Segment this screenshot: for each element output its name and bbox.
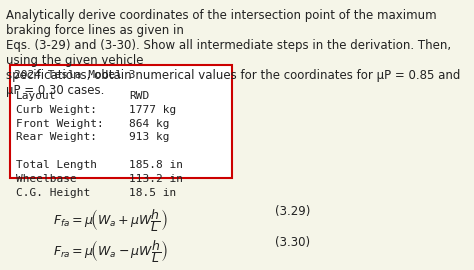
Text: Front Weight:: Front Weight: (16, 119, 104, 129)
Text: RWD: RWD (129, 91, 150, 101)
Text: 913 kg: 913 kg (129, 132, 170, 142)
Text: 1777 kg: 1777 kg (129, 105, 177, 115)
Text: Curb Weight:: Curb Weight: (16, 105, 97, 115)
Text: 18.5 in: 18.5 in (129, 188, 177, 198)
Text: C.G. Height: C.G. Height (16, 188, 91, 198)
Text: $F_{ra} = \mu\!\left(W_a - \mu W\dfrac{h}{L}\right)$: $F_{ra} = \mu\!\left(W_a - \mu W\dfrac{h… (53, 238, 168, 265)
Text: Layout: Layout (16, 91, 57, 101)
Text: 185.8 in: 185.8 in (129, 160, 183, 170)
Text: Analytically derive coordinates of the intersection point of the maximum braking: Analytically derive coordinates of the i… (6, 9, 460, 97)
FancyBboxPatch shape (10, 65, 232, 178)
Text: Total Length: Total Length (16, 160, 97, 170)
Text: $F_{fa} = \mu\!\left(W_a + \mu W\dfrac{h}{L}\right)$: $F_{fa} = \mu\!\left(W_a + \mu W\dfrac{h… (53, 207, 167, 234)
Text: 113.2 in: 113.2 in (129, 174, 183, 184)
Text: 864 kg: 864 kg (129, 119, 170, 129)
Text: (3.29): (3.29) (274, 205, 310, 218)
Text: 2024 Tesla Model 3: 2024 Tesla Model 3 (14, 70, 136, 80)
Text: Wheelbase: Wheelbase (16, 174, 77, 184)
Text: (3.30): (3.30) (274, 235, 310, 249)
Text: Rear Weight:: Rear Weight: (16, 132, 97, 142)
